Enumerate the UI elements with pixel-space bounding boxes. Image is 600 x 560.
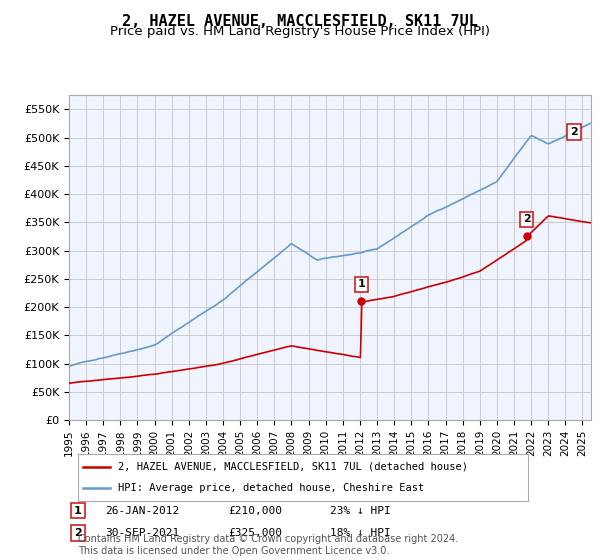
Text: 2, HAZEL AVENUE, MACCLESFIELD, SK11 7UL: 2, HAZEL AVENUE, MACCLESFIELD, SK11 7UL bbox=[122, 14, 478, 29]
Text: £210,000: £210,000 bbox=[228, 506, 282, 516]
Text: 30-SEP-2021: 30-SEP-2021 bbox=[105, 528, 179, 538]
Text: 26-JAN-2012: 26-JAN-2012 bbox=[105, 506, 179, 516]
Text: Price paid vs. HM Land Registry's House Price Index (HPI): Price paid vs. HM Land Registry's House … bbox=[110, 25, 490, 38]
Text: Contains HM Land Registry data © Crown copyright and database right 2024.
This d: Contains HM Land Registry data © Crown c… bbox=[78, 534, 458, 556]
Text: 1: 1 bbox=[358, 279, 365, 290]
Text: 1: 1 bbox=[74, 506, 82, 516]
Text: 2: 2 bbox=[523, 214, 530, 225]
Text: 23% ↓ HPI: 23% ↓ HPI bbox=[330, 506, 391, 516]
Text: £325,000: £325,000 bbox=[228, 528, 282, 538]
Text: 2, HAZEL AVENUE, MACCLESFIELD, SK11 7UL (detached house): 2, HAZEL AVENUE, MACCLESFIELD, SK11 7UL … bbox=[119, 462, 469, 472]
Text: 2: 2 bbox=[74, 528, 82, 538]
Text: 2: 2 bbox=[570, 127, 578, 137]
Text: 18% ↓ HPI: 18% ↓ HPI bbox=[330, 528, 391, 538]
Text: HPI: Average price, detached house, Cheshire East: HPI: Average price, detached house, Ches… bbox=[119, 483, 425, 493]
